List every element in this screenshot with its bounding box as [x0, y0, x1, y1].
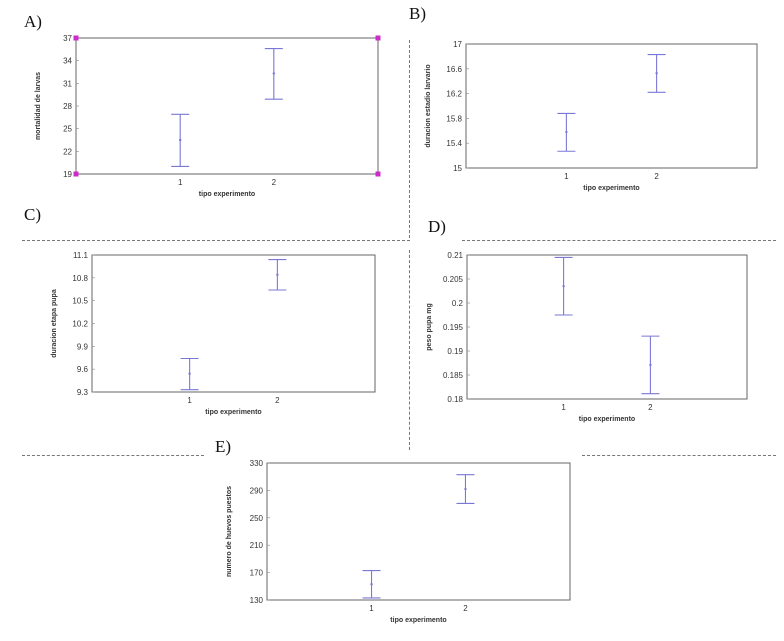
y-tick-label: 0.185: [443, 371, 464, 380]
y-tick-label: 10.5: [72, 297, 88, 306]
y-tick-label: 0.19: [447, 347, 463, 356]
y-axis-label: mortalidad de larvas: [35, 72, 42, 140]
x-tick-label: 1: [187, 396, 192, 405]
y-tick-label: 10.8: [72, 274, 88, 283]
panel-letter-a: A): [24, 12, 42, 31]
panel-letter-b: B): [409, 4, 426, 23]
y-tick-label: 9.9: [77, 342, 89, 351]
y-tick-label: 19: [63, 170, 72, 179]
y-tick-label: 290: [250, 486, 264, 495]
x-tick-label: 2: [654, 172, 659, 181]
y-tick-label: 170: [250, 569, 264, 578]
y-tick-label: 0.18: [447, 395, 463, 404]
y-tick-label: 10.2: [72, 320, 88, 329]
error-bar: [180, 357, 199, 391]
chart-panel-2: 15 15.4 15.8 16.2 16.6 17 1 2 tipo experimento du…: [425, 40, 758, 192]
y-axis-label: numero de huevos puestos: [226, 486, 233, 577]
y-tick-label: 28: [63, 102, 72, 111]
y-tick-label: 17: [453, 40, 462, 49]
y-tick-label: 16.6: [446, 65, 462, 74]
x-tick-label: 2: [648, 403, 653, 412]
mean-point: [178, 138, 182, 142]
y-tick-label: 15: [453, 164, 462, 173]
y-axis-label: duracion etapa pupa: [51, 289, 58, 358]
x-tick-label: 1: [178, 178, 183, 187]
plot-frame: [75, 37, 379, 175]
mean-point: [464, 487, 467, 491]
y-tick-label: 25: [63, 125, 72, 134]
y-tick-label: 22: [63, 147, 72, 156]
x-tick-label: 1: [564, 172, 569, 181]
y-tick-label: 37: [63, 34, 72, 43]
plot-frame: [466, 254, 748, 400]
error-bar: [171, 113, 190, 167]
selection-handle[interactable]: [375, 35, 381, 41]
y-tick-label: 330: [250, 459, 264, 468]
divider-horizontal-bottom-left: [22, 455, 204, 456]
plot-frame: [91, 254, 376, 393]
selection-handle[interactable]: [73, 171, 79, 177]
y-tick-label: 16.2: [446, 90, 462, 99]
x-axis-label: tipo experimento: [205, 409, 261, 416]
y-tick-label: 15.4: [446, 139, 462, 148]
mean-point: [655, 71, 658, 75]
error-bar: [647, 53, 666, 93]
x-tick-label: 2: [275, 396, 280, 405]
selection-handle[interactable]: [375, 171, 381, 177]
x-axis-label: tipo experimento: [390, 617, 446, 624]
y-tick-label: 15.8: [446, 114, 462, 123]
mean-point: [276, 273, 279, 276]
error-bar: [557, 112, 576, 152]
x-axis-label: tipo experimento: [579, 416, 635, 423]
plot-frame: [266, 462, 571, 601]
mean-point: [370, 583, 373, 586]
y-tick-label: 0.21: [447, 251, 463, 260]
y-tick-label: 34: [63, 57, 72, 66]
chart-panel-3: 9.3 9.6 9.9 10.2 10.5 10.8 11.1 1 2 tipo experime…: [51, 251, 376, 416]
chart-panel-4: 0.18 0.185 0.19 0.195 0.2 0.205 0.21 1 2 tipo exp…: [426, 251, 748, 423]
y-tick-label: 0.195: [443, 323, 464, 332]
x-tick-label: 2: [463, 604, 468, 613]
y-tick-label: 250: [250, 514, 264, 523]
plot-frame: [465, 43, 758, 169]
x-tick-label: 2: [272, 178, 277, 187]
panel-letter-e: E): [215, 437, 232, 456]
y-axis-label: duracion estadio larvario: [425, 64, 432, 147]
x-tick-label: 1: [561, 403, 566, 412]
mean-point: [565, 130, 568, 134]
error-bar: [268, 259, 287, 291]
mean-point: [272, 72, 276, 75]
mean-point: [188, 372, 191, 375]
error-bar: [362, 569, 381, 599]
y-tick-label: 0.2: [452, 299, 464, 308]
y-tick-label: 130: [250, 596, 264, 605]
mean-point: [649, 363, 652, 367]
error-bar: [264, 48, 283, 100]
chart-panel-5: 130 170 210 250 290 330 1 2 tipo experimento nume…: [226, 459, 571, 624]
panel-letter-d: D): [428, 217, 446, 236]
panel-letter-c: C): [24, 205, 41, 224]
y-tick-label: 9.6: [77, 365, 89, 374]
divider-vertical-top: [409, 40, 410, 238]
mean-point: [562, 285, 565, 288]
y-tick-label: 11.1: [73, 251, 89, 260]
divider-vertical-bottom: [409, 250, 410, 450]
divider-horizontal-left: [22, 240, 410, 241]
chart-panel-1: 19 22 25 28 31 34 37 1 2 tipo experimento mortalid…: [35, 34, 381, 198]
selection-handle[interactable]: [73, 35, 79, 41]
y-axis-label: peso pupa mg: [426, 303, 433, 350]
y-tick-label: 31: [63, 79, 72, 88]
divider-horizontal-bottom-right: [582, 455, 776, 456]
error-bar: [456, 474, 475, 504]
y-tick-label: 9.3: [77, 388, 89, 397]
error-bar: [554, 256, 573, 316]
y-tick-label: 0.205: [443, 275, 464, 284]
y-tick-label: 210: [250, 541, 264, 550]
divider-horizontal-right: [462, 240, 776, 241]
x-axis-label: tipo experimento: [583, 185, 639, 192]
x-axis-label: tipo experimento: [199, 191, 255, 198]
error-bar: [641, 335, 660, 395]
x-tick-label: 1: [369, 604, 374, 613]
